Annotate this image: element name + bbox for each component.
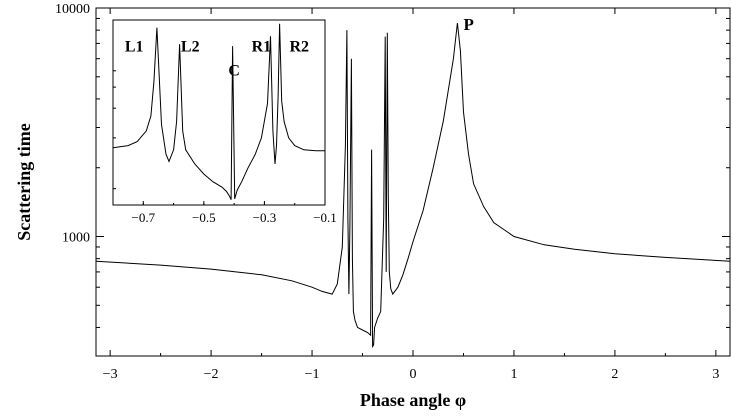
main-axis-ticks: −3 −2 −1 0 1 2 3 1000 10000 bbox=[55, 2, 730, 382]
x-axis-label: Phase angle φ bbox=[360, 390, 466, 410]
y-tick-label-0: 1000 bbox=[62, 231, 90, 246]
inset-plot-frame bbox=[112, 19, 326, 206]
x-tick-label-1: −2 bbox=[204, 367, 219, 382]
main-series-line bbox=[95, 22, 731, 349]
inset-x-tick-label-3: −0.1 bbox=[313, 210, 337, 225]
inset-peak-labels: L1 L2 C R1 R2 bbox=[125, 39, 309, 80]
inset-background bbox=[113, 20, 325, 205]
inset-x-tick-label-1: −0.5 bbox=[192, 210, 216, 225]
x-tick-label-6: 3 bbox=[712, 367, 719, 382]
inset-axis-ticks: −0.7 −0.5 −0.3 −0.1 bbox=[112, 70, 337, 225]
y-axis-label: Scattering time bbox=[14, 123, 34, 240]
inset-label-l2: L2 bbox=[181, 39, 200, 56]
inset-x-tick-label-2: −0.3 bbox=[253, 210, 277, 225]
x-tick-label-0: −3 bbox=[103, 367, 118, 382]
inset-x-tick-label-0: −0.7 bbox=[131, 210, 155, 225]
x-tick-label-3: 0 bbox=[410, 367, 417, 382]
inset-label-l1: L1 bbox=[125, 39, 144, 56]
x-tick-label-2: −1 bbox=[305, 367, 320, 382]
inset-label-r1: R1 bbox=[252, 39, 272, 56]
x-tick-label-4: 1 bbox=[510, 367, 517, 382]
y-tick-label-1: 10000 bbox=[55, 2, 90, 17]
inset-label-c: C bbox=[228, 62, 240, 79]
inset-label-r2: R2 bbox=[289, 39, 309, 56]
x-tick-label-5: 2 bbox=[611, 367, 618, 382]
annotation-P: P bbox=[463, 15, 473, 34]
inset-series-line bbox=[112, 23, 325, 200]
